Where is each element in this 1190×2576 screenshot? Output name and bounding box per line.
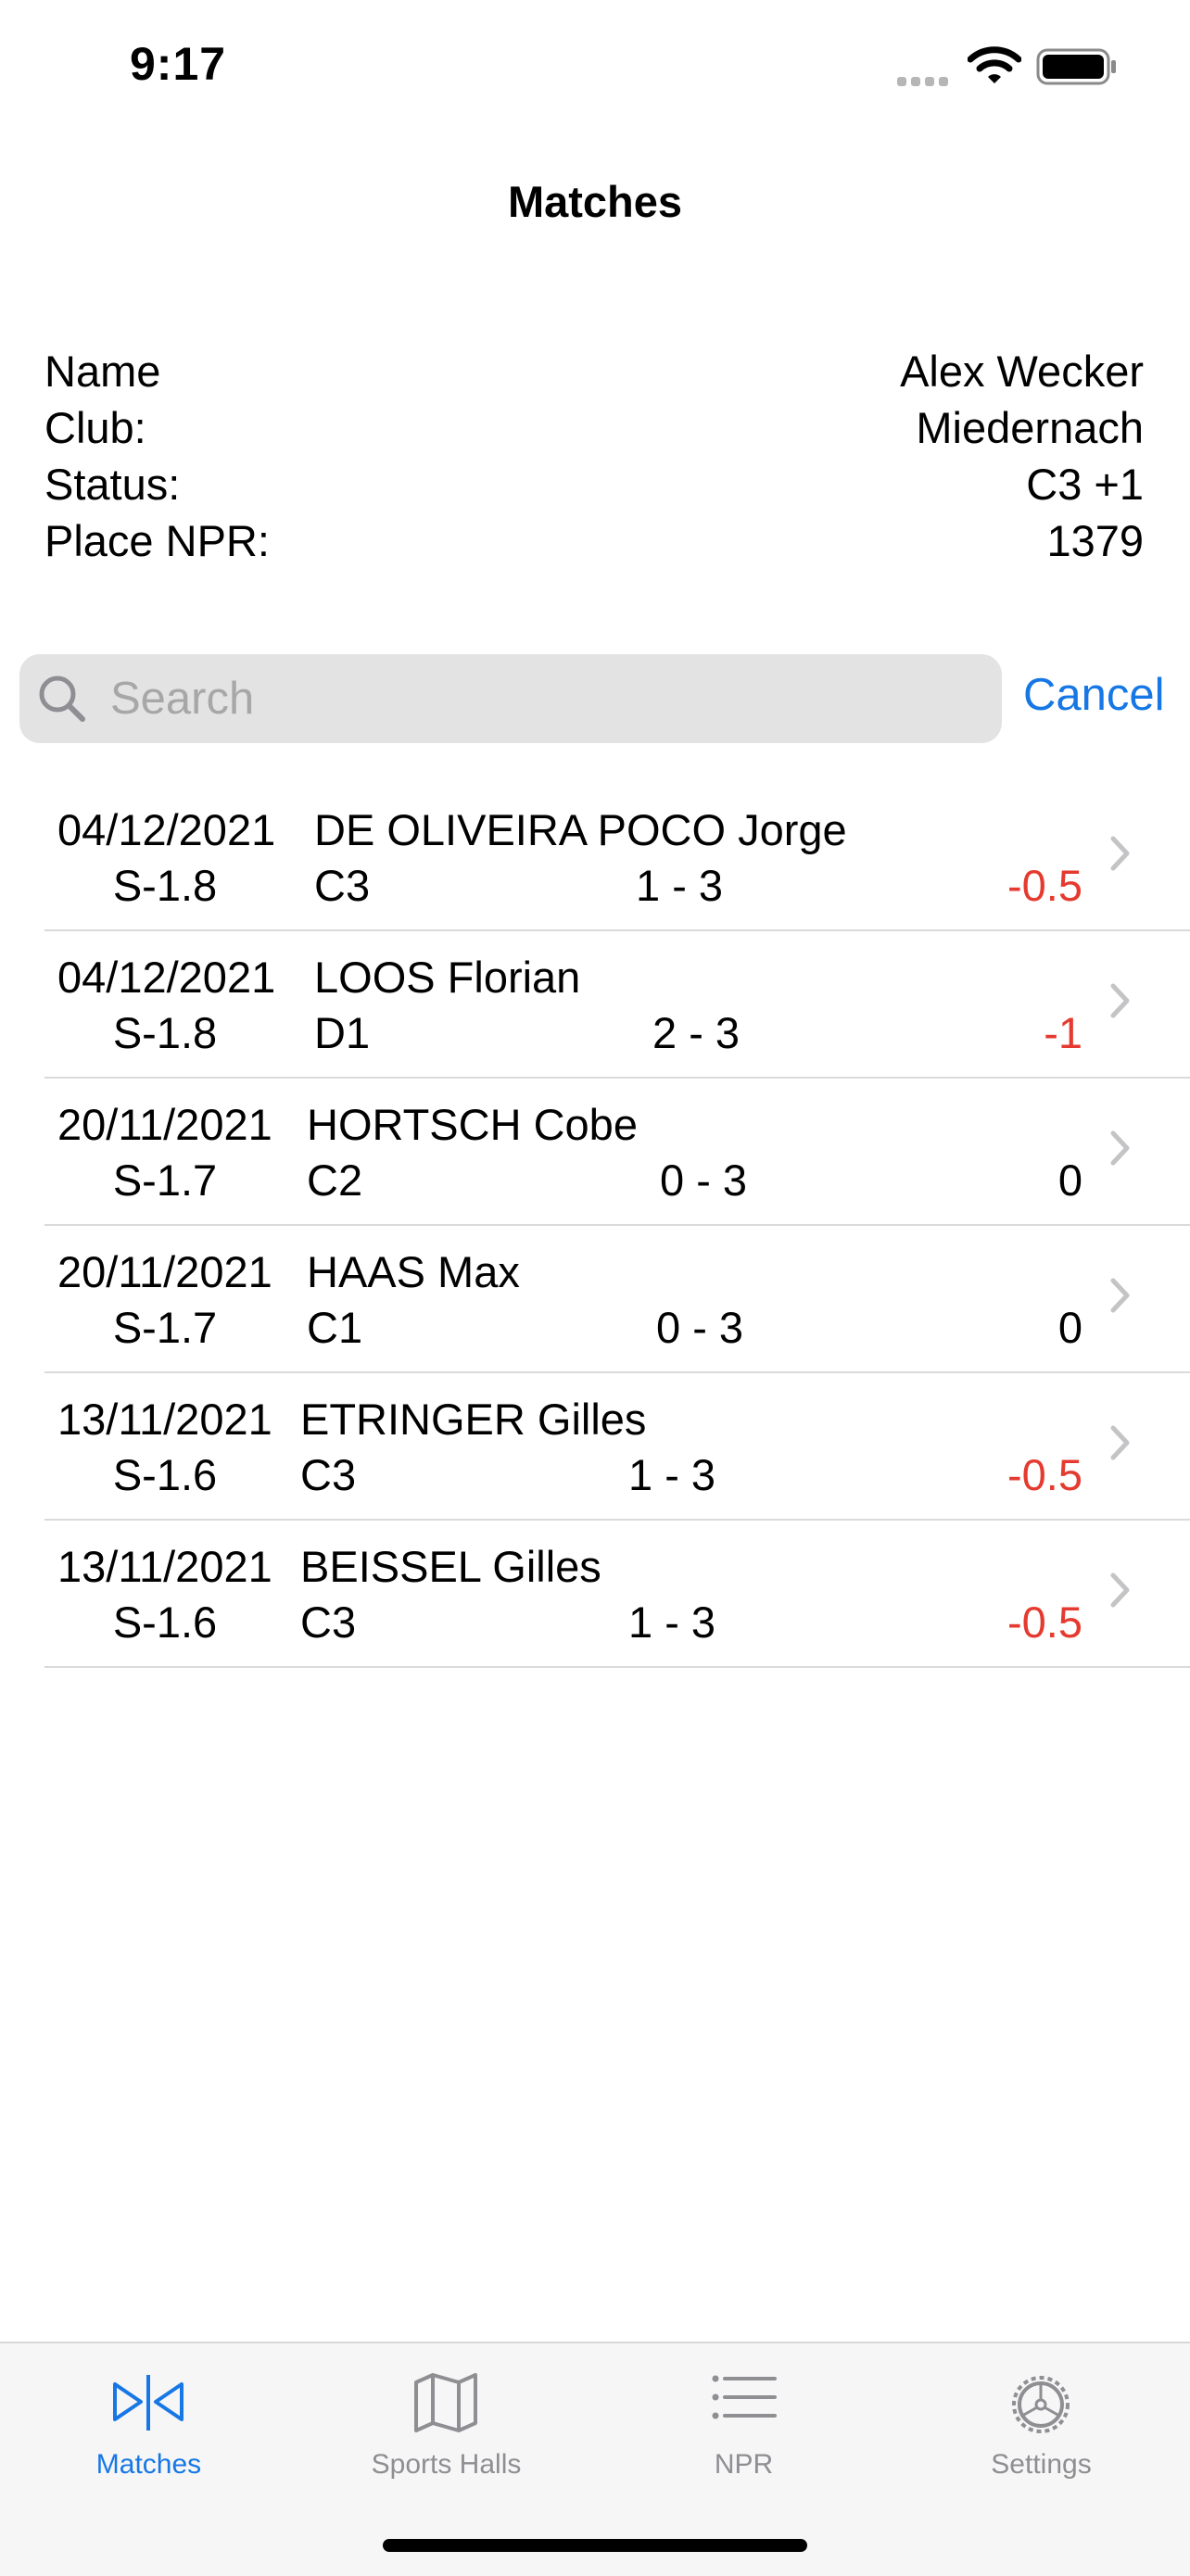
cellular-signal-icon xyxy=(897,74,955,86)
map-icon xyxy=(414,2373,477,2432)
match-season: S-1.6 xyxy=(112,1597,218,1647)
match-row[interactable]: 20/11/2021 HORTSCH Cobe S-1.7 C2 0 - 3 0 xyxy=(44,1079,1190,1226)
match-score: 1 - 3 xyxy=(628,1597,716,1647)
chevron-right-icon xyxy=(1110,1130,1130,1166)
tab-label: NPR xyxy=(714,2449,774,2480)
status-label: Status: xyxy=(44,460,181,509)
match-npr-delta: -0.5 xyxy=(1007,861,1082,910)
match-npr-delta: -0.5 xyxy=(1007,1450,1082,1499)
chevron-right-icon xyxy=(1110,1425,1130,1460)
match-score: 0 - 3 xyxy=(656,1303,744,1352)
match-class: C2 xyxy=(307,1155,363,1205)
match-opponent: BEISSEL Gilles xyxy=(300,1542,601,1591)
tab-label: Matches xyxy=(95,2449,202,2480)
tab-npr[interactable]: NPR xyxy=(595,2343,892,2492)
search-input[interactable] xyxy=(110,654,972,743)
tab-matches[interactable]: Matches xyxy=(0,2343,298,2492)
match-class: D1 xyxy=(314,1008,371,1057)
match-row[interactable]: 13/11/2021 ETRINGER Gilles S-1.6 C3 1 - … xyxy=(44,1373,1190,1521)
tab-label: Sports Halls xyxy=(371,2449,522,2480)
club-label: Club: xyxy=(44,403,146,452)
match-season: S-1.8 xyxy=(112,1008,218,1057)
match-season: S-1.6 xyxy=(112,1450,218,1499)
tab-bar: Matches Sports Halls NPR Settings xyxy=(0,2342,1190,2576)
place-npr-value: 1379 xyxy=(1046,516,1144,565)
match-class: C3 xyxy=(314,861,371,910)
match-date: 04/12/2021 xyxy=(57,953,276,1002)
match-opponent: LOOS Florian xyxy=(314,953,581,1002)
status-row: Status: C3 +1 xyxy=(44,456,1144,512)
match-score: 1 - 3 xyxy=(636,861,724,910)
match-date: 13/11/2021 xyxy=(57,1395,272,1444)
match-date: 20/11/2021 xyxy=(57,1247,272,1296)
search-bar[interactable] xyxy=(19,654,1002,743)
match-class: C3 xyxy=(300,1597,357,1647)
match-season: S-1.8 xyxy=(112,861,218,910)
name-value: Alex Wecker xyxy=(900,347,1144,396)
matches-icon xyxy=(113,2375,184,2431)
match-class: C1 xyxy=(307,1303,363,1352)
match-opponent: DE OLIVEIRA POCO Jorge xyxy=(314,805,847,854)
club-row: Club: Miedernach xyxy=(44,399,1144,456)
match-class: C3 xyxy=(300,1450,357,1499)
wifi-icon xyxy=(968,46,1021,83)
place-npr-label: Place NPR: xyxy=(44,516,270,565)
match-npr-delta: -0.5 xyxy=(1007,1597,1082,1647)
player-info: Name Alex Wecker Club: Miedernach Status… xyxy=(44,343,1144,569)
match-score: 0 - 3 xyxy=(660,1155,748,1205)
match-row[interactable]: 20/11/2021 HAAS Max S-1.7 C1 0 - 3 0 xyxy=(44,1226,1190,1373)
match-score: 1 - 3 xyxy=(628,1450,716,1499)
tab-label: Settings xyxy=(991,2449,1092,2480)
home-indicator xyxy=(383,2539,807,2552)
match-score: 2 - 3 xyxy=(652,1008,741,1057)
status-value: C3 +1 xyxy=(1026,460,1144,509)
tab-settings[interactable]: Settings xyxy=(892,2343,1190,2492)
chevron-right-icon xyxy=(1110,1572,1130,1608)
match-row[interactable]: 13/11/2021 BEISSEL Gilles S-1.6 C3 1 - 3… xyxy=(44,1521,1190,1668)
chevron-right-icon xyxy=(1110,1278,1130,1313)
match-row[interactable]: 04/12/2021 LOOS Florian S-1.8 D1 2 - 3 -… xyxy=(44,931,1190,1079)
club-value: Miedernach xyxy=(916,403,1144,452)
name-label: Name xyxy=(44,347,161,396)
chevron-right-icon xyxy=(1110,836,1130,871)
match-npr-delta: -1 xyxy=(1044,1008,1082,1057)
match-list: 04/12/2021 DE OLIVEIRA POCO Jorge S-1.8 … xyxy=(44,784,1190,1668)
match-date: 13/11/2021 xyxy=(57,1542,272,1591)
match-season: S-1.7 xyxy=(112,1303,218,1352)
cancel-button[interactable]: Cancel xyxy=(1023,670,1165,720)
battery-icon xyxy=(1036,48,1116,85)
status-bar: 9:17 xyxy=(0,0,1190,130)
match-date: 20/11/2021 xyxy=(57,1100,272,1149)
match-opponent: HORTSCH Cobe xyxy=(307,1100,638,1149)
match-opponent: HAAS Max xyxy=(307,1247,520,1296)
status-time: 9:17 xyxy=(130,38,227,90)
name-row: Name Alex Wecker xyxy=(44,343,1144,399)
search-icon xyxy=(39,676,85,722)
chevron-right-icon xyxy=(1110,983,1130,1018)
match-row[interactable]: 04/12/2021 DE OLIVEIRA POCO Jorge S-1.8 … xyxy=(44,784,1190,931)
page-title: Matches xyxy=(507,177,683,226)
gear-icon xyxy=(1012,2376,1070,2433)
tab-sports-halls[interactable]: Sports Halls xyxy=(298,2343,595,2492)
match-date: 04/12/2021 xyxy=(57,805,276,854)
match-season: S-1.7 xyxy=(112,1155,218,1205)
match-npr-delta: 0 xyxy=(1057,1155,1082,1205)
list-icon xyxy=(712,2375,777,2419)
place-npr-row: Place NPR: 1379 xyxy=(44,512,1144,569)
match-npr-delta: 0 xyxy=(1057,1303,1082,1352)
match-opponent: ETRINGER Gilles xyxy=(300,1395,647,1444)
